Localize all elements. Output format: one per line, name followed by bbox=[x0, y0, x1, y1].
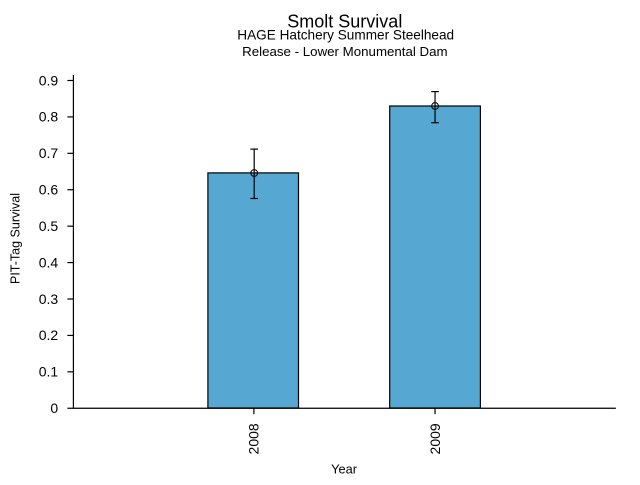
svg-text:0.5: 0.5 bbox=[39, 218, 59, 234]
svg-text:0.1: 0.1 bbox=[39, 364, 59, 380]
svg-text:0.9: 0.9 bbox=[39, 72, 59, 88]
svg-text:2008: 2008 bbox=[246, 423, 262, 454]
svg-text:Release - Lower Monumental Dam: Release - Lower Monumental Dam bbox=[242, 44, 447, 59]
svg-text:0: 0 bbox=[50, 400, 58, 416]
svg-text:2009: 2009 bbox=[427, 423, 443, 454]
svg-text:0.4: 0.4 bbox=[39, 254, 59, 270]
svg-text:0.2: 0.2 bbox=[39, 327, 59, 343]
svg-text:0.6: 0.6 bbox=[39, 182, 59, 198]
svg-text:Smolt Survival: Smolt Survival bbox=[287, 12, 402, 32]
svg-text:0.8: 0.8 bbox=[39, 109, 59, 125]
svg-text:PIT-Tag Survival: PIT-Tag Survival bbox=[9, 193, 23, 284]
svg-text:0.3: 0.3 bbox=[39, 291, 59, 307]
svg-text:Year: Year bbox=[331, 462, 358, 477]
svg-text:HAGE Hatchery Summer Steelhead: HAGE Hatchery Summer Steelhead bbox=[237, 28, 454, 43]
svg-text:0.7: 0.7 bbox=[39, 145, 59, 161]
